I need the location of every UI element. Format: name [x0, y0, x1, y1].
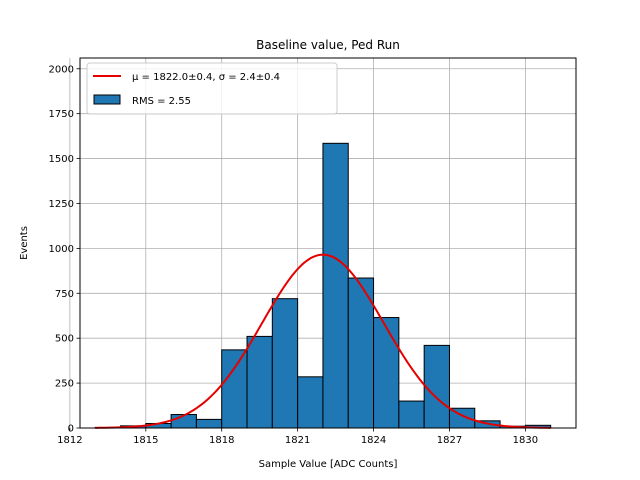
y-tick-label: 1000 — [49, 244, 74, 255]
histogram-bar — [297, 376, 324, 429]
y-tick-label: 2000 — [49, 64, 74, 75]
y-tick-label: 1750 — [49, 109, 74, 120]
y-tick-label: 0 — [68, 424, 74, 435]
x-tick-label: 1815 — [133, 435, 158, 446]
histogram-bar — [347, 277, 375, 429]
x-tick-label: 1830 — [513, 435, 538, 446]
legend-fit-label: μ = 1822.0±0.4, σ = 2.4±0.4 — [132, 72, 280, 83]
legend-rms-label: RMS = 2.55 — [132, 96, 191, 107]
histogram-bar — [398, 400, 425, 429]
y-tick-label: 750 — [55, 289, 74, 300]
y-tick-label: 250 — [55, 379, 74, 390]
histogram-bar — [373, 317, 400, 429]
legend-histogram-swatch — [93, 94, 121, 105]
y-tick-label: 500 — [55, 334, 74, 345]
y-tick-label: 1250 — [49, 199, 74, 210]
histogram-bar — [271, 298, 299, 429]
x-tick-label: 1827 — [437, 435, 462, 446]
histogram-bar — [195, 418, 223, 429]
x-tick-label: 1821 — [285, 435, 310, 446]
x-tick-label: 1824 — [361, 435, 386, 446]
histogram-bars — [94, 142, 552, 429]
y-axis-label: Events — [19, 226, 30, 260]
plot-frame — [79, 57, 577, 429]
histogram-bar — [246, 335, 273, 429]
x-tick-label: 1812 — [57, 435, 82, 446]
legend-box — [86, 62, 338, 115]
histogram-bar — [221, 349, 248, 429]
x-axis-label: Sample Value [ADC Counts] — [259, 459, 398, 470]
y-tick-label: 1500 — [49, 154, 74, 165]
histogram-bar — [423, 344, 450, 429]
x-axis-ticks: 1812 1815 1818 1821 1824 1827 1830 — [57, 428, 538, 446]
histogram-bar — [322, 142, 349, 429]
gaussian-fit-line — [95, 253, 551, 429]
legend: μ = 1822.0±0.4, σ = 2.4±0.4 RMS = 2.55 — [86, 62, 338, 115]
chart-title: Baseline value, Ped Run — [256, 38, 400, 52]
x-tick-label: 1818 — [209, 435, 234, 446]
y-axis-ticks: 0 250 500 750 1000 1250 1500 1750 2000 — [49, 64, 80, 435]
fit-curve-layer — [95, 253, 551, 429]
